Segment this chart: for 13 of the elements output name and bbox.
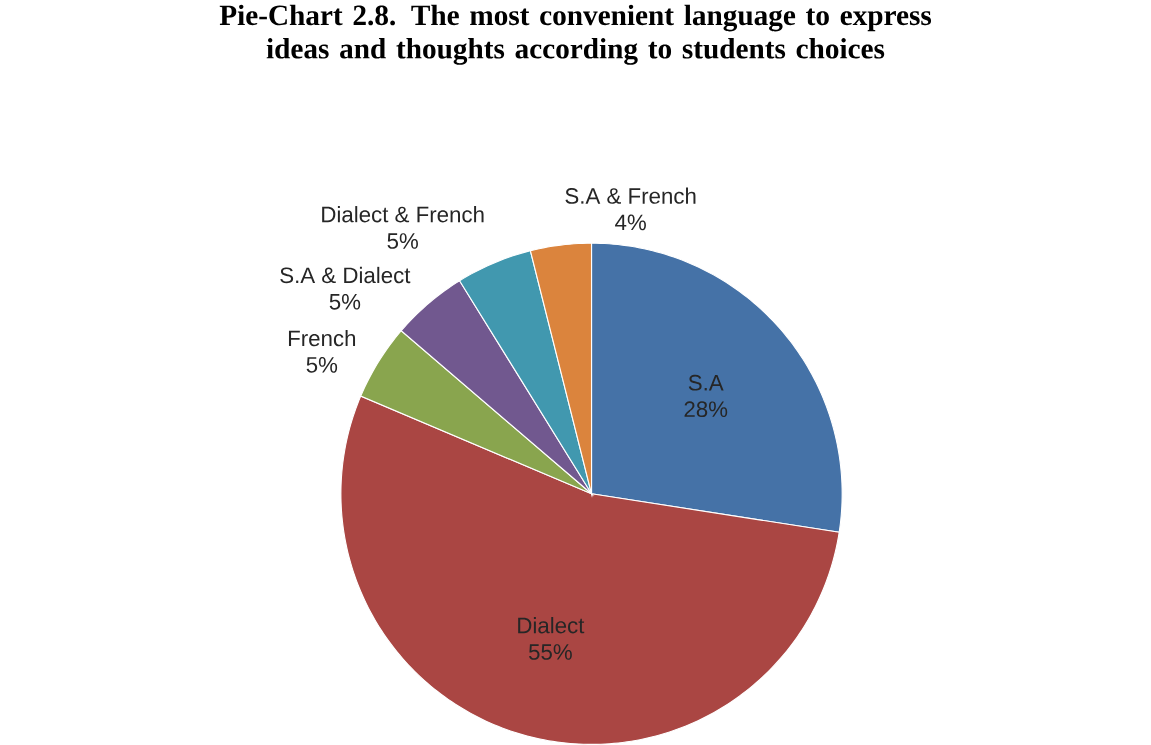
- slice-label: S.A & French: [565, 187, 696, 204]
- data-label: 5%: [387, 233, 418, 249]
- data-label: 55%: [528, 644, 572, 660]
- data-label: 4%: [615, 214, 646, 231]
- slice-label: Dialect & French: [322, 206, 484, 223]
- slice-label: French: [288, 329, 356, 347]
- slice-label: S.A & Dialect: [280, 266, 411, 284]
- data-label: 5%: [306, 357, 338, 373]
- slice-label: Dialect: [518, 617, 585, 634]
- chart-title: Pie-Chart 2.8. The most convenient language to express ideas and thoughts according to students choices: [219, 4, 932, 65]
- data-label: 5%: [329, 293, 361, 310]
- slice-label: S.A: [688, 374, 724, 391]
- data-label: 28%: [684, 401, 728, 418]
